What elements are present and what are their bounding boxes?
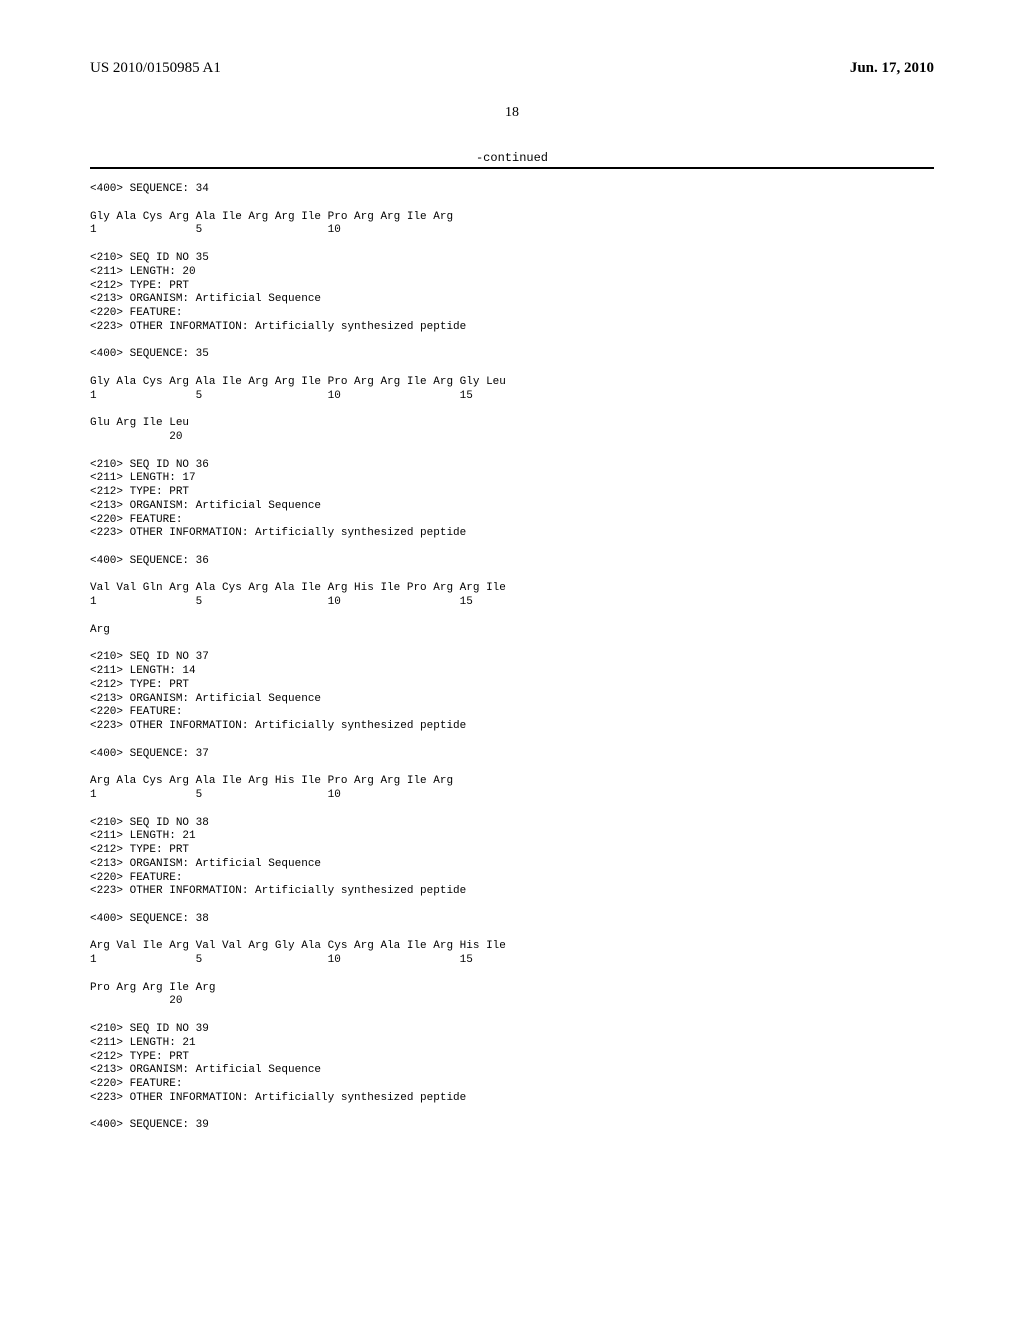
sequence-line: 1 5 10 15 bbox=[90, 954, 934, 968]
sequence-line bbox=[90, 734, 934, 748]
sequence-line bbox=[90, 927, 934, 941]
sequence-line: <213> ORGANISM: Artificial Sequence bbox=[90, 293, 934, 307]
block-gap bbox=[90, 1009, 934, 1023]
page-number: 18 bbox=[90, 105, 934, 121]
sequence-line bbox=[90, 1106, 934, 1120]
sequence-line: <212> TYPE: PRT bbox=[90, 486, 934, 500]
sequence-line bbox=[90, 761, 934, 775]
block-gap bbox=[90, 637, 934, 651]
sequence-line bbox=[90, 899, 934, 913]
horizontal-rule bbox=[90, 167, 934, 169]
sequence-line: 20 bbox=[90, 995, 934, 1009]
sequence-line: <210> SEQ ID NO 36 bbox=[90, 459, 934, 473]
sequence-line: <212> TYPE: PRT bbox=[90, 844, 934, 858]
sequence-line: <220> FEATURE: bbox=[90, 307, 934, 321]
sequence-line bbox=[90, 335, 934, 349]
sequence-line bbox=[90, 403, 934, 417]
sequence-line: 1 5 10 bbox=[90, 224, 934, 238]
sequence-line: <220> FEATURE: bbox=[90, 872, 934, 886]
sequence-listing-body: <400> SEQUENCE: 34 Gly Ala Cys Arg Ala I… bbox=[90, 183, 934, 1133]
sequence-line: <223> OTHER INFORMATION: Artificially sy… bbox=[90, 321, 934, 335]
sequence-line: <223> OTHER INFORMATION: Artificially sy… bbox=[90, 1092, 934, 1106]
sequence-line: <211> LENGTH: 14 bbox=[90, 665, 934, 679]
sequence-line: Val Val Gln Arg Ala Cys Arg Ala Ile Arg … bbox=[90, 582, 934, 596]
sequence-line: Glu Arg Ile Leu bbox=[90, 417, 934, 431]
sequence-line: Gly Ala Cys Arg Ala Ile Arg Arg Ile Pro … bbox=[90, 376, 934, 390]
sequence-line: <400> SEQUENCE: 36 bbox=[90, 555, 934, 569]
sequence-line bbox=[90, 362, 934, 376]
sequence-line: <213> ORGANISM: Artificial Sequence bbox=[90, 500, 934, 514]
block-gap bbox=[90, 445, 934, 459]
sequence-line: <211> LENGTH: 20 bbox=[90, 266, 934, 280]
sequence-line: <400> SEQUENCE: 34 bbox=[90, 183, 934, 197]
sequence-line: <400> SEQUENCE: 38 bbox=[90, 913, 934, 927]
sequence-line: <223> OTHER INFORMATION: Artificially sy… bbox=[90, 527, 934, 541]
sequence-line: <220> FEATURE: bbox=[90, 706, 934, 720]
sequence-line: <223> OTHER INFORMATION: Artificially sy… bbox=[90, 720, 934, 734]
sequence-line: 1 5 10 15 bbox=[90, 390, 934, 404]
sequence-line: 1 5 10 bbox=[90, 789, 934, 803]
sequence-line: <400> SEQUENCE: 39 bbox=[90, 1119, 934, 1133]
sequence-line: <212> TYPE: PRT bbox=[90, 1051, 934, 1065]
sequence-line: <210> SEQ ID NO 38 bbox=[90, 817, 934, 831]
sequence-line bbox=[90, 569, 934, 583]
sequence-line: <212> TYPE: PRT bbox=[90, 679, 934, 693]
sequence-line: <211> LENGTH: 17 bbox=[90, 472, 934, 486]
sequence-line: <210> SEQ ID NO 35 bbox=[90, 252, 934, 266]
page-header: US 2010/0150985 A1 Jun. 17, 2010 bbox=[90, 60, 934, 77]
sequence-line: <400> SEQUENCE: 35 bbox=[90, 348, 934, 362]
sequence-line: <220> FEATURE: bbox=[90, 514, 934, 528]
publication-date: Jun. 17, 2010 bbox=[850, 60, 934, 77]
continued-label: -continued bbox=[90, 151, 934, 165]
sequence-line: <213> ORGANISM: Artificial Sequence bbox=[90, 1064, 934, 1078]
sequence-line: <213> ORGANISM: Artificial Sequence bbox=[90, 858, 934, 872]
sequence-line: <212> TYPE: PRT bbox=[90, 280, 934, 294]
sequence-line bbox=[90, 197, 934, 211]
sequence-line: Gly Ala Cys Arg Ala Ile Arg Arg Ile Pro … bbox=[90, 211, 934, 225]
sequence-line: <400> SEQUENCE: 37 bbox=[90, 748, 934, 762]
sequence-line: <211> LENGTH: 21 bbox=[90, 830, 934, 844]
publication-id: US 2010/0150985 A1 bbox=[90, 60, 221, 77]
block-gap bbox=[90, 803, 934, 817]
sequence-line: Arg Ala Cys Arg Ala Ile Arg His Ile Pro … bbox=[90, 775, 934, 789]
sequence-line: 1 5 10 15 bbox=[90, 596, 934, 610]
sequence-line: <211> LENGTH: 21 bbox=[90, 1037, 934, 1051]
sequence-line: 20 bbox=[90, 431, 934, 445]
sequence-line: Arg bbox=[90, 624, 934, 638]
page-container: US 2010/0150985 A1 Jun. 17, 2010 18 -con… bbox=[0, 0, 1024, 1320]
sequence-line: <223> OTHER INFORMATION: Artificially sy… bbox=[90, 885, 934, 899]
sequence-line: Pro Arg Arg Ile Arg bbox=[90, 982, 934, 996]
sequence-line bbox=[90, 610, 934, 624]
sequence-line: <213> ORGANISM: Artificial Sequence bbox=[90, 693, 934, 707]
sequence-line: <210> SEQ ID NO 37 bbox=[90, 651, 934, 665]
sequence-line bbox=[90, 541, 934, 555]
sequence-line: <220> FEATURE: bbox=[90, 1078, 934, 1092]
sequence-line: <210> SEQ ID NO 39 bbox=[90, 1023, 934, 1037]
sequence-line bbox=[90, 968, 934, 982]
block-gap bbox=[90, 238, 934, 252]
sequence-line: Arg Val Ile Arg Val Val Arg Gly Ala Cys … bbox=[90, 940, 934, 954]
